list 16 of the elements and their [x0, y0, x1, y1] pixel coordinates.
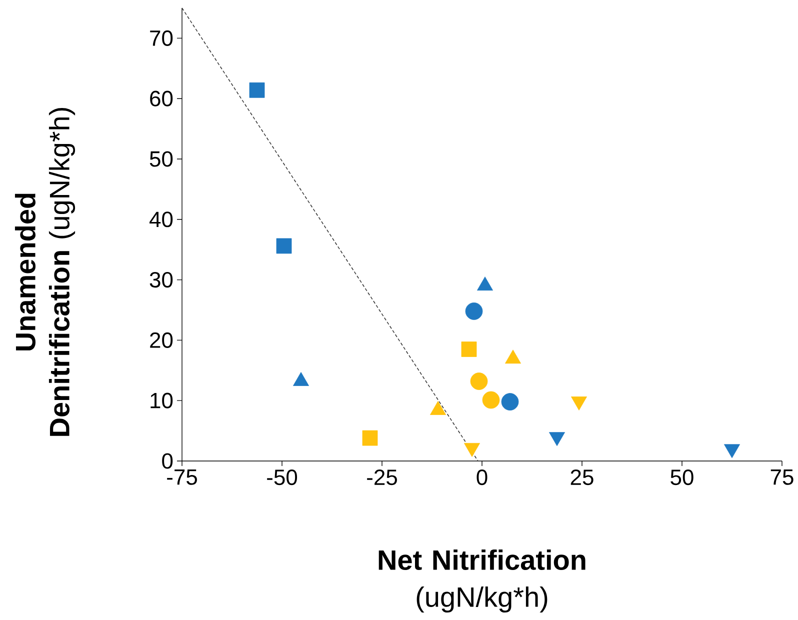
y-tick-label: 40 — [150, 212, 173, 228]
x-tick-label: -50 — [267, 470, 298, 486]
x-tick-label: 0 — [476, 470, 488, 486]
x-tick-label: 75 — [770, 470, 794, 485]
x-tick-label: 25 — [570, 470, 594, 486]
x-tick-label: -25 — [367, 470, 397, 486]
y-tick-label: 70 — [150, 30, 173, 46]
y-tick-label: 0 — [162, 453, 173, 469]
y-tick-label: 60 — [150, 90, 173, 106]
y-tick-label: 20 — [150, 332, 173, 348]
y-tick-label: 30 — [150, 272, 173, 288]
x-tick-label: -75 — [167, 470, 197, 485]
y-tick-label: 10 — [150, 392, 173, 408]
x-tick-label: 50 — [670, 470, 694, 486]
x-axis-title: Net Nitrification (ugN/kg*h) — [378, 549, 586, 613]
y-tick-label: 50 — [150, 151, 173, 167]
